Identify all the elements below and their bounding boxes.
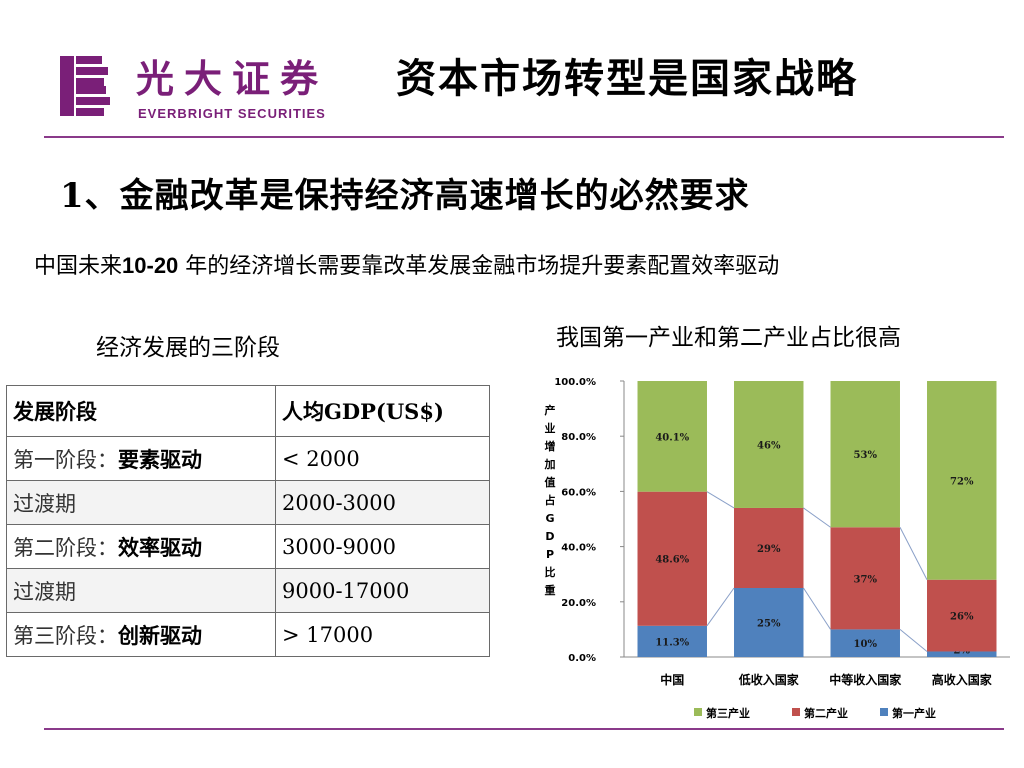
series-connector-line xyxy=(803,507,831,528)
data-label: 72% xyxy=(950,476,974,487)
y-tick-label: 100.0% xyxy=(554,377,596,388)
bar-segment xyxy=(734,507,804,588)
x-tick-label: 中等收入国家 xyxy=(829,672,902,687)
logo-chinese-text: 光大证券 xyxy=(136,56,329,101)
subtitle-before: 中国未来 xyxy=(34,254,123,279)
series-connector-line xyxy=(706,491,735,509)
bar-segment xyxy=(830,629,900,657)
x-tick-label: 低收入国家 xyxy=(738,672,800,687)
y-tick-label: 20.0% xyxy=(561,598,596,609)
data-label: 46% xyxy=(757,440,781,451)
bar-segment xyxy=(830,381,900,528)
table-row: 过渡期 9000-17000 xyxy=(6,568,490,613)
stage-cell: 过渡期 xyxy=(6,480,276,525)
stage-cell: 过渡期 xyxy=(6,568,276,613)
data-label: 37% xyxy=(854,574,878,585)
y-axis-label-char: 值 xyxy=(545,475,556,489)
y-axis-label-char: 产 xyxy=(545,403,556,417)
bar-segment xyxy=(927,651,997,657)
section-subtitle: 中国未来10-20 年的经济增长需要靠改革发展金融市场提升要素配置效率驱动 xyxy=(34,248,779,280)
data-label: 10% xyxy=(854,639,878,650)
gdp-cell: < 2000 xyxy=(275,436,490,481)
y-axis-label-char: P xyxy=(546,548,554,561)
y-axis-label-char: 重 xyxy=(545,583,556,597)
table-header-row: 发展阶段 人均GDP(US$) xyxy=(6,385,490,437)
series-connector-line xyxy=(899,629,928,652)
stage-prefix: 第一阶段： xyxy=(13,447,118,472)
stage-prefix: 第三阶段： xyxy=(13,623,118,648)
y-tick-label: 0.0% xyxy=(568,653,596,664)
legend-label: 第一产业 xyxy=(892,706,936,720)
table-row: 过渡期 2000-3000 xyxy=(6,480,490,525)
table-row: 第二阶段：效率驱动 3000-9000 xyxy=(6,524,490,569)
bar-segment xyxy=(927,381,997,580)
legend-swatch xyxy=(792,708,800,716)
x-tick-label: 高收入国家 xyxy=(932,672,993,687)
stage-name: 过渡期 xyxy=(13,579,76,604)
data-label: 29% xyxy=(757,544,781,555)
subtitle-years: 10-20 xyxy=(122,253,179,278)
industry-share-chart: 0.0% 20.0% 40.0% 60.0% 80.0% 100.0% 产业增加值占GDP比… xyxy=(544,377,1010,720)
series-connector-line xyxy=(899,527,928,580)
bar-segment xyxy=(734,381,804,508)
table-caption: 经济发展的三阶段 xyxy=(96,335,280,361)
header-divider xyxy=(44,136,1004,138)
bar-segment xyxy=(927,579,997,652)
subtitle-after: 年的经济增长需要靠改革发展金融市场提升要素配置效率驱动 xyxy=(178,254,780,279)
data-label: 40.1% xyxy=(655,432,689,443)
stage-cell: 第一阶段：要素驱动 xyxy=(6,436,276,481)
table-row: 第三阶段：创新驱动 > 17000 xyxy=(6,612,490,657)
x-tick-label: 中国 xyxy=(660,672,684,687)
bar-segment xyxy=(734,588,804,657)
series-connector-line xyxy=(803,587,831,630)
table-header-gdp: 人均GDP(US$) xyxy=(275,385,490,437)
series-connector-line xyxy=(706,587,735,627)
table-row: 第一阶段：要素驱动 < 2000 xyxy=(6,436,490,481)
y-axis-label-char: D xyxy=(545,530,554,543)
bar-segment xyxy=(637,381,707,492)
data-label: 48.6% xyxy=(655,555,689,566)
gdp-cell: 2000-3000 xyxy=(275,480,490,525)
y-axis-label-char: 占 xyxy=(545,493,556,507)
gdp-cell: 3000-9000 xyxy=(275,524,490,569)
y-tick-label: 80.0% xyxy=(561,432,596,443)
stage-name: 过渡期 xyxy=(13,491,76,516)
stage-name: 效率驱动 xyxy=(118,534,202,560)
data-label: 25% xyxy=(757,619,781,630)
y-axis-label-char: 增 xyxy=(545,439,556,453)
gdp-cell: > 17000 xyxy=(275,612,490,657)
data-label: 11.3% xyxy=(655,637,689,648)
gdp-cell: 9000-17000 xyxy=(275,568,490,613)
stage-cell: 第二阶段：效率驱动 xyxy=(6,524,276,569)
data-label: 26% xyxy=(950,612,974,623)
legend-label: 第二产业 xyxy=(804,706,848,720)
everbright-logo-icon xyxy=(60,56,110,116)
stage-cell: 第三阶段：创新驱动 xyxy=(6,612,276,657)
y-tick-label: 60.0% xyxy=(561,487,596,498)
section-heading: 1、金融改革是保持经济高速增长的必然要求 xyxy=(60,176,750,216)
stage-name: 创新驱动 xyxy=(118,622,202,648)
y-axis-label-char: 加 xyxy=(544,457,556,471)
table-header-stage: 发展阶段 xyxy=(6,385,276,437)
data-label: 53% xyxy=(854,450,878,461)
bar-segment xyxy=(830,527,900,630)
legend-label: 第三产业 xyxy=(706,706,750,720)
y-tick-label: 40.0% xyxy=(561,543,596,554)
bar-segment xyxy=(637,491,707,626)
y-axis-label-char: G xyxy=(545,512,554,525)
development-stage-table: 发展阶段 人均GDP(US$) 第一阶段：要素驱动 < 2000 过渡期 200… xyxy=(6,385,490,657)
chart-caption: 我国第一产业和第二产业占比很高 xyxy=(556,325,901,351)
legend-swatch xyxy=(880,708,888,716)
footer-divider xyxy=(44,728,1004,730)
stage-prefix: 第二阶段： xyxy=(13,535,118,560)
stage-name: 要素驱动 xyxy=(118,446,202,472)
y-axis-label-char: 业 xyxy=(545,421,556,435)
page-title: 资本市场转型是国家战略 xyxy=(396,55,858,102)
legend-swatch xyxy=(694,708,702,716)
bar-segment xyxy=(637,625,707,657)
y-axis-label-char: 比 xyxy=(545,565,556,579)
logo-english-text: EVERBRIGHT SECURITIES xyxy=(138,106,326,121)
